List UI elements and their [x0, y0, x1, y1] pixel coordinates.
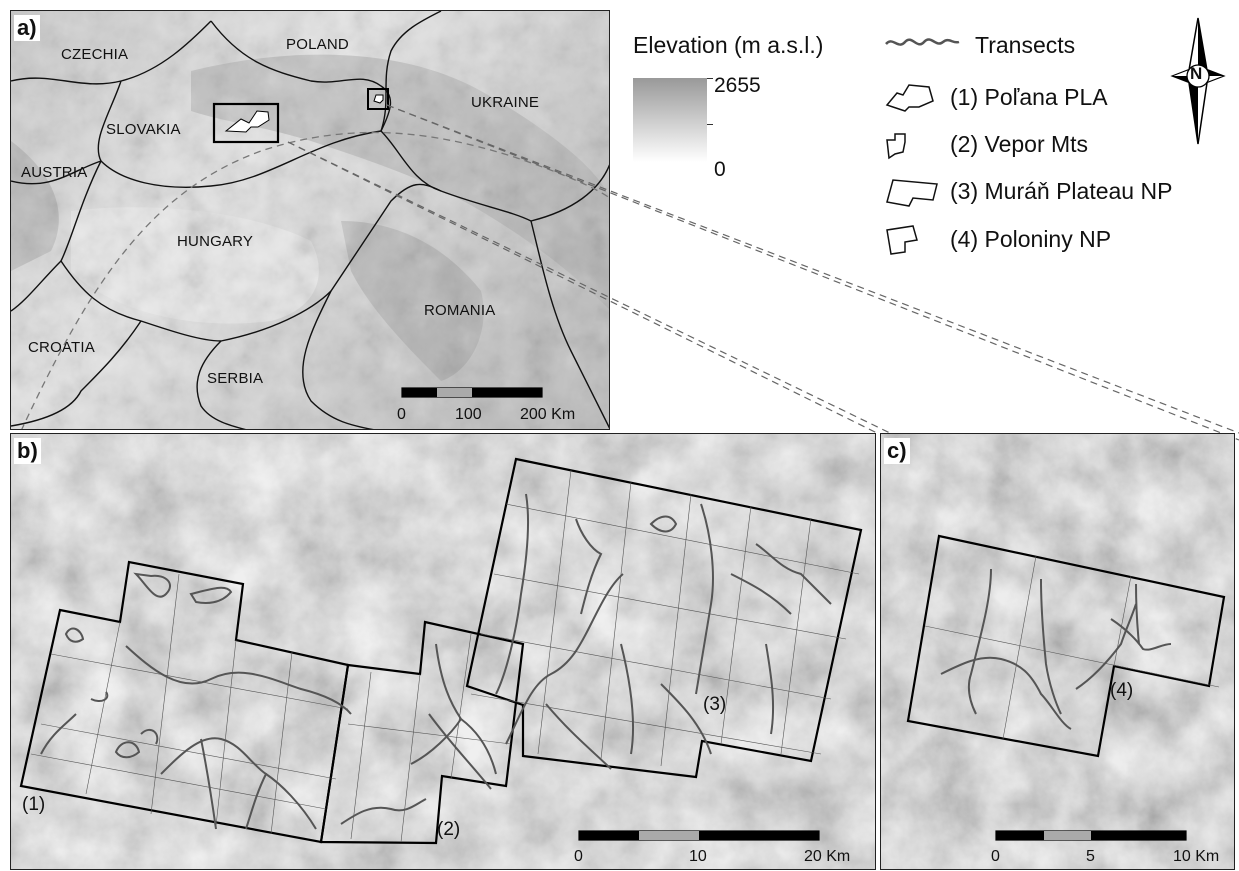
detail-map-c-canvas [881, 434, 1234, 869]
label-croatia: CROATIA [28, 339, 95, 356]
study-area-footprint [224, 110, 270, 133]
scale-c-5: 5 [1086, 848, 1095, 865]
elevation-ramp-tick [707, 78, 713, 79]
scale-a-100: 100 [455, 406, 482, 423]
label-austria: AUSTRIA [21, 164, 88, 181]
hillshade-texture-b [11, 434, 875, 869]
scale-a-0: 0 [397, 406, 406, 423]
relief-texture [11, 11, 609, 429]
scalebar-c [995, 830, 1187, 841]
label-area-3: (3) [703, 694, 727, 715]
hillshade-texture-c [881, 434, 1234, 869]
scale-a-200: 200 Km [520, 406, 576, 423]
area-4-legend-icon [886, 225, 918, 255]
scalebar-a [401, 387, 543, 398]
area-2-label: (2) Vepor Mts [950, 131, 1089, 157]
panel-c-label: c) [884, 438, 910, 464]
label-area-1: (1) [22, 794, 46, 815]
poloniny-footprint [373, 94, 384, 104]
label-romania: ROMANIA [424, 302, 496, 319]
label-czechia: CZECHIA [61, 46, 129, 63]
study-box-poloniny [367, 88, 389, 110]
label-ukraine: UKRAINE [471, 94, 540, 111]
polygon-muran [465, 457, 863, 779]
elevation-legend-title: Elevation (m a.s.l.) [633, 32, 824, 58]
overview-map-canvas [11, 11, 609, 429]
area-1-label: (1) Poľana PLA [950, 84, 1108, 110]
scale-c-0: 0 [991, 848, 1000, 865]
scale-b-0: 0 [574, 848, 583, 865]
panel-c-detail-map: c) (4) 0 5 10 Km [880, 433, 1235, 870]
panel-b-detail-map: b) (1) (2) (3) 0 10 20 Km [10, 433, 876, 870]
label-poland: POLAND [286, 36, 349, 53]
polygon-vepor [319, 620, 525, 845]
transects-label: Transects [975, 32, 1076, 58]
label-serbia: SERBIA [207, 370, 264, 387]
elevation-max: 2655 [714, 74, 761, 97]
scale-c-10: 10 Km [1173, 848, 1220, 865]
transects-c [940, 568, 1172, 730]
scale-b-10: 10 [689, 848, 707, 865]
area-1-legend-icon [885, 84, 934, 112]
panel-a-overview-map: a) CZECHIA POLAND SLOVAKIA UKRAINE AUSTR… [10, 10, 610, 430]
study-box-polana-vepor-murán [212, 102, 280, 144]
label-area-2: (2) [437, 819, 461, 840]
area-3-legend-icon [886, 179, 938, 207]
area-4-label: (4) Poloniny NP [950, 226, 1112, 252]
elevation-ramp-tick-mid [707, 124, 713, 125]
transects-b [40, 493, 832, 830]
area-3-label: (3) Muráň Plateau NP [950, 178, 1173, 204]
label-area-4: (4) [1110, 680, 1134, 701]
north-letter: N [1190, 64, 1203, 83]
panel-b-label: b) [14, 438, 41, 464]
label-slovakia: SLOVAKIA [106, 121, 181, 138]
scalebar-b [578, 830, 820, 841]
scale-b-20: 20 Km [804, 848, 851, 865]
area-2-legend-icon [886, 133, 906, 160]
panel-a-label: a) [14, 15, 40, 41]
transect-legend-icon [885, 38, 960, 46]
elevation-ramp [633, 78, 707, 162]
elevation-min: 0 [714, 158, 726, 181]
grid-b [30, 469, 860, 843]
label-hungary: HUNGARY [177, 233, 254, 250]
detail-map-b-canvas [11, 434, 875, 869]
